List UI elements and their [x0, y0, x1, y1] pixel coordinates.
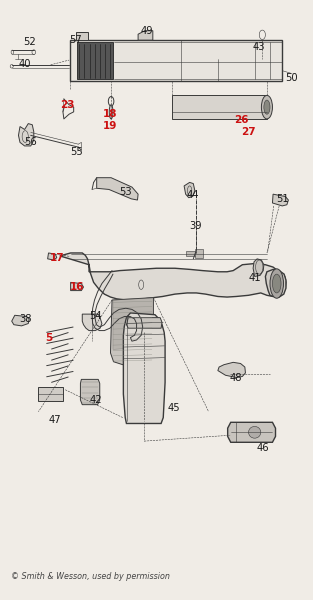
Polygon shape [18, 124, 34, 146]
Polygon shape [113, 298, 153, 349]
Polygon shape [38, 387, 63, 401]
Polygon shape [172, 95, 267, 119]
Ellipse shape [128, 318, 137, 335]
Text: 19: 19 [103, 121, 117, 131]
Polygon shape [75, 32, 88, 40]
Ellipse shape [264, 100, 270, 114]
Polygon shape [70, 40, 282, 81]
Ellipse shape [109, 105, 113, 119]
Text: 47: 47 [48, 415, 61, 425]
Text: 49: 49 [140, 26, 153, 35]
Text: 39: 39 [189, 221, 202, 231]
Ellipse shape [270, 269, 284, 298]
Polygon shape [253, 259, 264, 277]
Polygon shape [97, 178, 138, 200]
Ellipse shape [126, 314, 139, 340]
Polygon shape [77, 43, 113, 79]
Text: 42: 42 [90, 395, 102, 405]
Polygon shape [71, 283, 84, 290]
Text: 41: 41 [248, 272, 261, 283]
Text: 53: 53 [120, 187, 132, 197]
Ellipse shape [261, 95, 272, 119]
Ellipse shape [272, 274, 281, 293]
Polygon shape [110, 298, 153, 366]
Polygon shape [138, 31, 153, 40]
Text: 43: 43 [253, 42, 265, 52]
Text: 40: 40 [19, 59, 32, 68]
Text: 17: 17 [49, 253, 64, 263]
Text: 16: 16 [70, 282, 85, 292]
Text: 57: 57 [69, 35, 82, 45]
Polygon shape [80, 379, 100, 404]
Text: 46: 46 [257, 443, 269, 453]
Text: 55: 55 [70, 147, 83, 157]
Bar [186, 251, 196, 256]
Text: 44: 44 [186, 190, 199, 200]
Text: 52: 52 [23, 37, 36, 47]
Polygon shape [82, 314, 102, 331]
Text: 48: 48 [230, 373, 243, 383]
Text: 56: 56 [24, 137, 37, 148]
Polygon shape [126, 317, 162, 328]
Text: 38: 38 [19, 314, 32, 324]
Polygon shape [60, 253, 286, 300]
Polygon shape [184, 182, 195, 197]
Polygon shape [48, 253, 57, 260]
Polygon shape [123, 313, 165, 424]
Text: 18: 18 [103, 109, 117, 119]
Bar [195, 250, 203, 257]
Text: 23: 23 [60, 100, 74, 110]
Polygon shape [218, 362, 245, 377]
Polygon shape [272, 194, 288, 206]
Text: 5: 5 [45, 332, 52, 343]
Text: 51: 51 [276, 194, 289, 204]
Polygon shape [265, 269, 286, 297]
Polygon shape [12, 315, 29, 326]
Ellipse shape [249, 427, 261, 438]
Text: 45: 45 [168, 403, 181, 413]
Text: 26: 26 [234, 115, 249, 125]
Text: 50: 50 [285, 73, 298, 83]
Text: 54: 54 [90, 311, 102, 322]
Text: © Smith & Wesson, used by permission: © Smith & Wesson, used by permission [11, 572, 170, 581]
Text: 27: 27 [241, 127, 256, 137]
Polygon shape [228, 422, 275, 442]
